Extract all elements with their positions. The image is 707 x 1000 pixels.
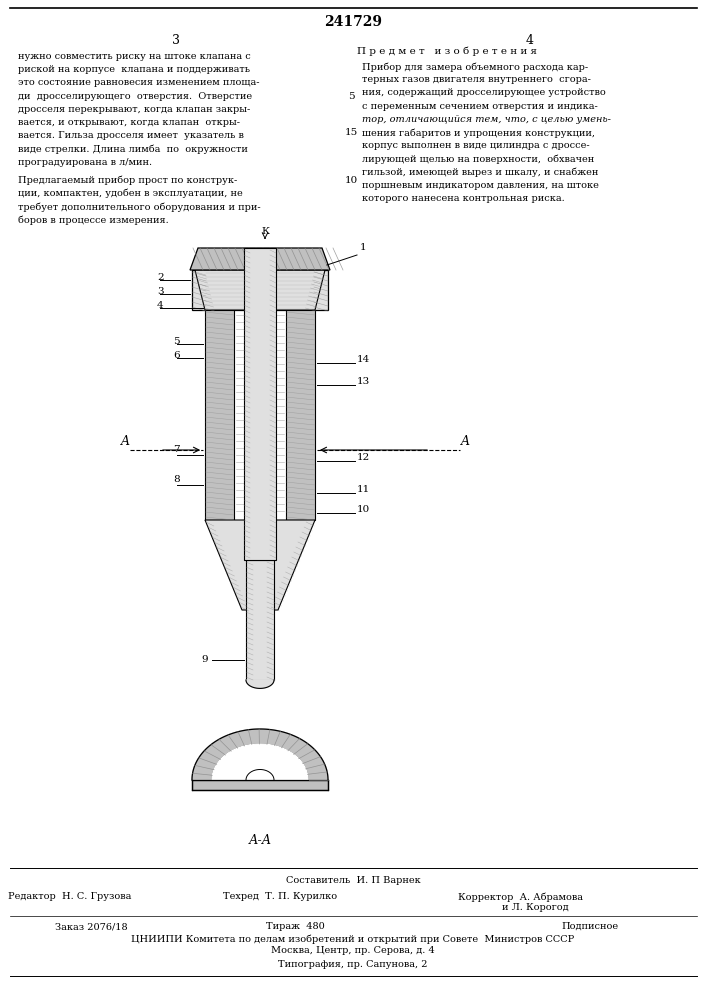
Text: Заказ 2076/18: Заказ 2076/18 bbox=[55, 922, 128, 931]
Text: Прибор для замера объемного расхода кар-: Прибор для замера объемного расхода кар- bbox=[362, 62, 588, 72]
Text: это состояние равновесия изменением площа-: это состояние равновесия изменением площ… bbox=[18, 78, 259, 87]
Polygon shape bbox=[190, 248, 330, 270]
Text: 4: 4 bbox=[526, 33, 534, 46]
Text: Составитель  И. П Варнек: Составитель И. П Варнек bbox=[286, 876, 421, 885]
Text: 8: 8 bbox=[173, 476, 180, 485]
Text: 9: 9 bbox=[201, 656, 209, 664]
Polygon shape bbox=[244, 248, 276, 560]
Text: A: A bbox=[120, 435, 129, 448]
Text: 4: 4 bbox=[157, 302, 163, 310]
Text: гильзой, имеющей вырез и шкалу, и снабжен: гильзой, имеющей вырез и шкалу, и снабже… bbox=[362, 168, 598, 177]
Text: риской на корпусе  клапана и поддерживать: риской на корпусе клапана и поддерживать bbox=[18, 65, 250, 74]
Text: Техред  Т. П. Курилко: Техред Т. П. Курилко bbox=[223, 892, 337, 901]
Polygon shape bbox=[286, 310, 315, 520]
Text: Корректор  А. Абрамова: Корректор А. Абрамова bbox=[457, 892, 583, 902]
Text: Редактор  Н. С. Грузова: Редактор Н. С. Грузова bbox=[8, 892, 132, 901]
Text: Предлагаемый прибор прост по конструк-: Предлагаемый прибор прост по конструк- bbox=[18, 176, 238, 185]
Text: проградуирована в л/мин.: проградуирована в л/мин. bbox=[18, 158, 152, 167]
Polygon shape bbox=[246, 680, 274, 688]
Text: 7: 7 bbox=[173, 446, 180, 454]
Polygon shape bbox=[212, 744, 308, 780]
Text: 13: 13 bbox=[357, 377, 370, 386]
Text: корпус выполнен в виде цилиндра с дроссе-: корпус выполнен в виде цилиндра с дроссе… bbox=[362, 141, 590, 150]
Text: ции, компактен, удобен в эксплуатации, не: ции, компактен, удобен в эксплуатации, н… bbox=[18, 189, 243, 198]
Polygon shape bbox=[205, 310, 234, 520]
Text: нужно совместить риску на штоке клапана с: нужно совместить риску на штоке клапана … bbox=[18, 52, 251, 61]
Text: 5: 5 bbox=[173, 338, 180, 347]
Text: которого нанесена контрольная риска.: которого нанесена контрольная риска. bbox=[362, 194, 565, 203]
Text: К: К bbox=[261, 228, 269, 236]
Text: вается, и открывают, когда клапан  откры-: вается, и открывают, когда клапан откры- bbox=[18, 118, 240, 127]
Text: Москва, Центр, пр. Серова, д. 4: Москва, Центр, пр. Серова, д. 4 bbox=[271, 946, 435, 955]
Text: терных газов двигателя внутреннего  сгора-: терных газов двигателя внутреннего сгора… bbox=[362, 75, 591, 84]
Text: 3: 3 bbox=[172, 33, 180, 46]
Text: 11: 11 bbox=[357, 486, 370, 494]
Polygon shape bbox=[195, 270, 325, 310]
Text: требует дополнительного оборудования и при-: требует дополнительного оборудования и п… bbox=[18, 202, 261, 212]
Polygon shape bbox=[192, 270, 328, 310]
Text: и Л. Корогод: и Л. Корогод bbox=[502, 903, 568, 912]
Polygon shape bbox=[192, 780, 328, 790]
Text: поршневым индикатором давления, на штоке: поршневым индикатором давления, на штоке bbox=[362, 181, 599, 190]
Text: 241729: 241729 bbox=[324, 15, 382, 29]
Text: ния, содержащий дросселирующее устройство: ния, содержащий дросселирующее устройств… bbox=[362, 88, 606, 97]
Text: виде стрелки. Длина лимба  по  окружности: виде стрелки. Длина лимба по окружности bbox=[18, 144, 248, 154]
Text: тор, отличающийся тем, что, с целью умень-: тор, отличающийся тем, что, с целью умен… bbox=[362, 115, 611, 124]
Text: 14: 14 bbox=[357, 356, 370, 364]
Text: A: A bbox=[460, 435, 469, 448]
Text: 12: 12 bbox=[357, 454, 370, 462]
Text: 15: 15 bbox=[344, 128, 358, 137]
Text: 1: 1 bbox=[360, 243, 367, 252]
Text: Подписное: Подписное bbox=[561, 922, 619, 931]
Text: боров в процессе измерения.: боров в процессе измерения. bbox=[18, 215, 169, 225]
Text: дросселя перекрывают, когда клапан закры-: дросселя перекрывают, когда клапан закры… bbox=[18, 105, 250, 114]
Text: шения габаритов и упрощения конструкции,: шения габаритов и упрощения конструкции, bbox=[362, 128, 595, 137]
Text: 10: 10 bbox=[357, 506, 370, 514]
Text: 3: 3 bbox=[157, 288, 163, 296]
Polygon shape bbox=[246, 560, 274, 680]
Text: 2: 2 bbox=[157, 273, 163, 282]
Text: Типография, пр. Сапунова, 2: Типография, пр. Сапунова, 2 bbox=[279, 960, 428, 969]
Text: 5: 5 bbox=[348, 92, 354, 101]
Text: ди  дросселирующего  отверстия.  Отверстие: ди дросселирующего отверстия. Отверстие bbox=[18, 92, 252, 101]
Polygon shape bbox=[205, 520, 315, 610]
Text: ЦНИИПИ Комитета по делам изобретений и открытий при Совете  Министров СССР: ЦНИИПИ Комитета по делам изобретений и о… bbox=[132, 934, 575, 944]
Polygon shape bbox=[212, 744, 308, 780]
Text: П р е д м е т   и з о б р е т е н и я: П р е д м е т и з о б р е т е н и я bbox=[357, 46, 537, 55]
Polygon shape bbox=[192, 729, 328, 780]
Text: с переменным сечением отверстия и индика-: с переменным сечением отверстия и индика… bbox=[362, 102, 597, 111]
Text: 10: 10 bbox=[344, 176, 358, 185]
Text: вается. Гильза дросселя имеет  указатель в: вается. Гильза дросселя имеет указатель … bbox=[18, 131, 244, 140]
Text: 6: 6 bbox=[173, 352, 180, 360]
Text: А-А: А-А bbox=[248, 834, 271, 846]
Text: Тираж  480: Тираж 480 bbox=[266, 922, 325, 931]
Text: лирующей щелью на поверхности,  обхвачен: лирующей щелью на поверхности, обхвачен bbox=[362, 154, 595, 164]
